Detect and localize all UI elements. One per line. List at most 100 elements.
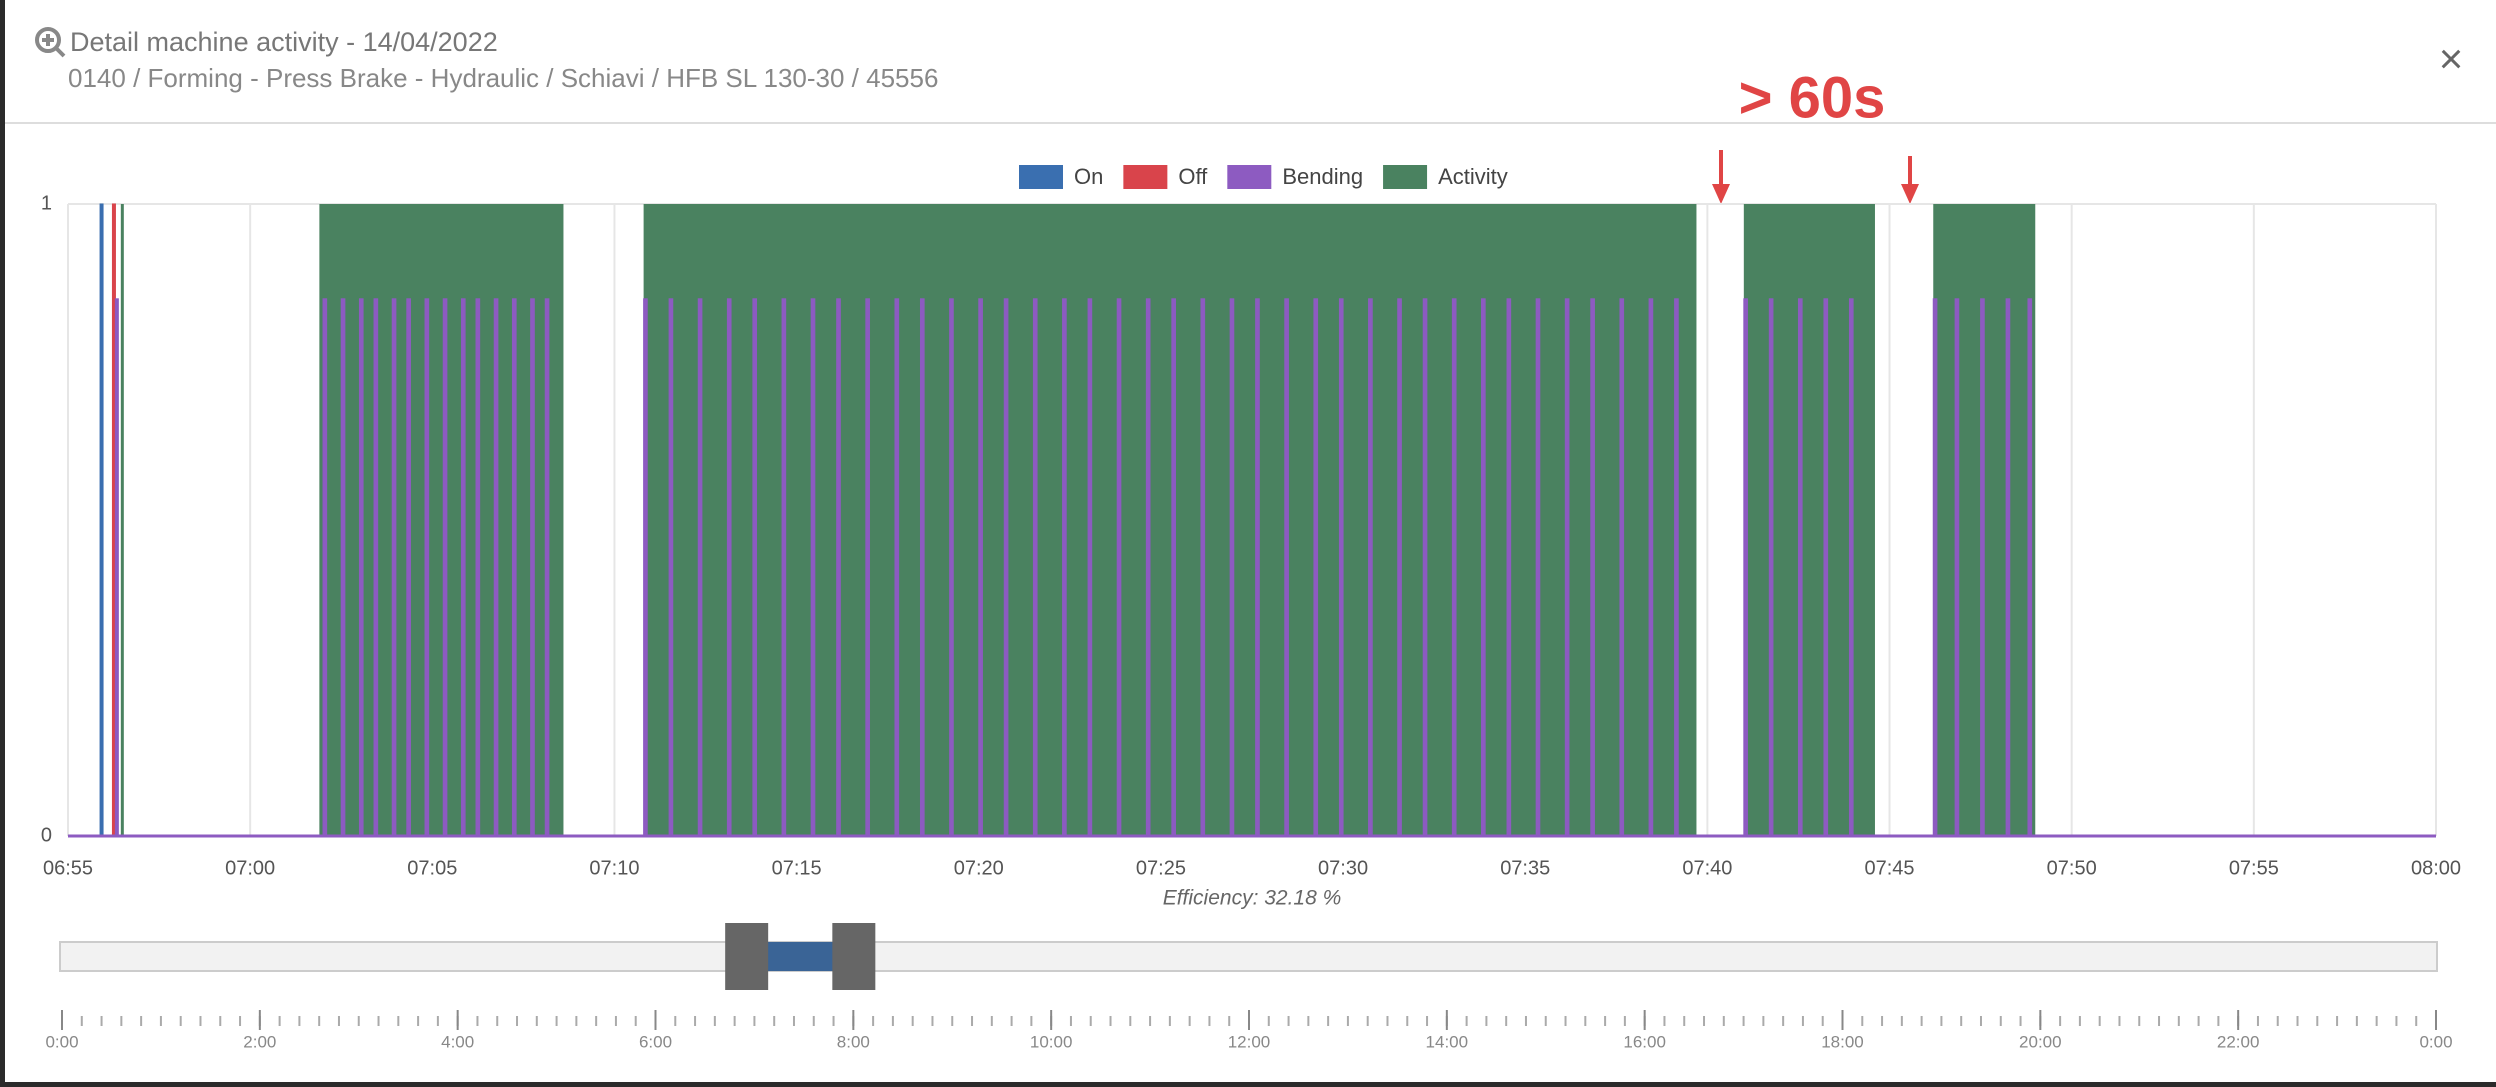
interval (322, 298, 328, 837)
modal-subtitle: 0140 / Forming - Press Brake - Hydraulic… (68, 63, 938, 93)
interval (1648, 298, 1654, 837)
interval (949, 298, 954, 837)
legend-label: Bending (1282, 164, 1363, 189)
legend-label: Activity (1438, 164, 1508, 189)
interval (865, 298, 870, 837)
x-tick-label: 07:05 (407, 857, 457, 879)
interval (424, 298, 430, 837)
y-tick-label: 0 (41, 824, 52, 846)
interval (1284, 298, 1289, 837)
interval (406, 298, 411, 837)
interval (1200, 298, 1206, 837)
interval (1954, 298, 1960, 837)
navigator-handle[interactable] (832, 923, 876, 990)
interval (1848, 298, 1854, 837)
navigator-tick-label: 4:00 (441, 1032, 474, 1051)
interval (1564, 298, 1570, 837)
interval (1590, 298, 1595, 837)
navigator-handle[interactable] (725, 923, 769, 990)
y-tick-label: 1 (41, 192, 52, 214)
interval (1229, 298, 1235, 837)
interval (493, 298, 499, 837)
legend-label: On (1074, 164, 1103, 189)
interval (1743, 298, 1748, 837)
interval (1338, 298, 1344, 837)
interval (643, 204, 1697, 836)
interval (1062, 298, 1067, 837)
interval (810, 298, 816, 837)
x-tick-label: 07:00 (225, 857, 275, 879)
interval (1145, 298, 1151, 837)
interval (99, 203, 104, 837)
interval (1932, 298, 1938, 837)
interval (1535, 298, 1541, 837)
interval (1506, 298, 1512, 837)
interval (1797, 298, 1803, 837)
interval (2005, 298, 2011, 837)
interval (781, 298, 787, 837)
interval (530, 298, 535, 837)
interval (1619, 298, 1625, 837)
annotation-arrows (1712, 150, 1919, 204)
x-tick-label: 07:15 (772, 857, 822, 879)
interval (511, 298, 517, 837)
interval (1397, 298, 1402, 837)
interval (894, 298, 900, 837)
x-tick-label: 07:25 (1136, 857, 1186, 879)
interval (726, 298, 732, 837)
interval (340, 298, 346, 837)
interval (1674, 298, 1679, 837)
interval (391, 298, 397, 837)
interval (919, 298, 925, 837)
interval (1481, 298, 1486, 837)
efficiency: Efficiency: 32.18 % (1163, 887, 1342, 910)
interval (978, 298, 983, 837)
interval (2027, 298, 2033, 837)
interval (1032, 298, 1038, 837)
legend-label: Off (1178, 164, 1208, 189)
interval (1768, 298, 1774, 837)
interval (697, 298, 703, 837)
x-tick-label: 07:50 (2047, 857, 2097, 879)
navigator-tick-label: 12:00 (1228, 1032, 1271, 1051)
interval (752, 298, 758, 837)
interval (1255, 298, 1260, 837)
interval (836, 298, 841, 837)
navigator-tick-label: 20:00 (2019, 1032, 2062, 1051)
x-tick-label: 07:20 (954, 857, 1004, 879)
interval (1422, 298, 1428, 837)
modal-title: Detail machine activity - 14/04/2022 (70, 27, 498, 57)
interval (460, 298, 466, 837)
legend-swatch (1123, 165, 1168, 189)
interval (1743, 204, 1875, 836)
x-tick-label: 08:00 (2411, 857, 2461, 879)
interval (544, 298, 550, 837)
x-tick-label: 07:40 (1682, 857, 1732, 879)
x-tick-label: 07:30 (1318, 857, 1368, 879)
navigator-tick-label: 2:00 (243, 1032, 276, 1051)
x-tick-label: 07:55 (2229, 857, 2279, 879)
navigator-tick-label: 18:00 (1821, 1032, 1864, 1051)
interval (1980, 298, 1985, 837)
navigator-tick-label: 14:00 (1426, 1032, 1469, 1051)
navigator-tick-label: 22:00 (2217, 1032, 2260, 1051)
interval (120, 204, 124, 836)
x-tick-label: 07:35 (1500, 857, 1550, 879)
interval (643, 298, 648, 837)
interval (475, 298, 481, 837)
annotation: > 60s (1739, 65, 1886, 130)
interval (373, 298, 379, 837)
interval (1171, 298, 1176, 837)
interval (1313, 298, 1319, 837)
legend-swatch (1227, 165, 1272, 189)
legend-swatch (1383, 165, 1428, 189)
interval (319, 204, 564, 836)
close-button[interactable]: × (2439, 35, 2464, 82)
navigator-tick-label: 6:00 (639, 1032, 672, 1051)
zoom-icon (35, 27, 66, 58)
interval (1116, 298, 1122, 837)
interval (1087, 298, 1093, 837)
interval (442, 298, 448, 837)
navigator-tick-label: 0:00 (45, 1032, 78, 1051)
